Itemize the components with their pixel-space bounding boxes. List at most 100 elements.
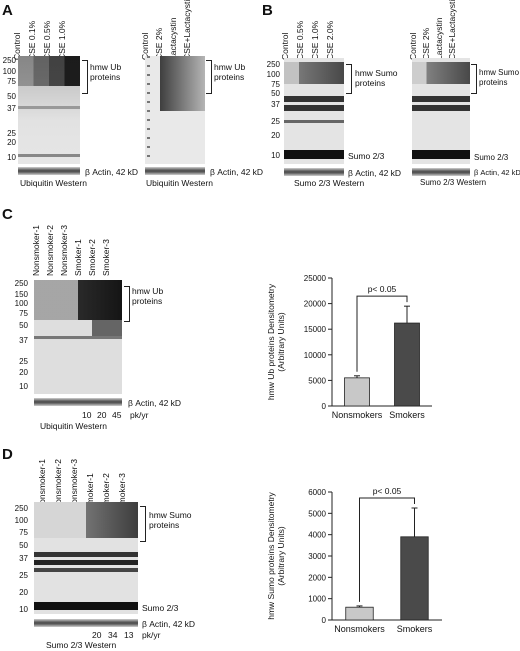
mw-marker: 100 xyxy=(2,67,16,76)
band xyxy=(284,96,344,102)
mw-marker: 37 xyxy=(19,554,28,563)
mw-marker: 20 xyxy=(271,131,280,140)
category-label: Nonsmokers xyxy=(332,410,383,420)
packyear-unit: pk/yr xyxy=(142,630,161,640)
lane-label: Smoker-3 xyxy=(101,239,111,276)
mw-marker: 25 xyxy=(19,571,28,580)
hmw-smear xyxy=(284,62,344,84)
packyear-value: 45 xyxy=(112,410,122,420)
lane-label: Nonsmoker-1 xyxy=(31,224,41,276)
bar xyxy=(344,377,370,407)
bar xyxy=(400,536,429,621)
lane-label: CSE 0.5% xyxy=(42,20,52,60)
actin-blot-a1 xyxy=(18,167,80,175)
bracket xyxy=(346,64,352,94)
mw-marker: 10 xyxy=(271,151,280,160)
western-label: Ubiquitin Western xyxy=(20,178,87,188)
significance-label: p< 0.05 xyxy=(373,486,402,496)
bracket xyxy=(140,506,146,542)
western-label: Sumo 2/3 Western xyxy=(294,178,365,188)
band xyxy=(284,120,344,123)
bracket xyxy=(124,286,130,322)
bar xyxy=(394,322,420,407)
mw-marker: 25 xyxy=(7,129,16,138)
actin-blot-c xyxy=(34,398,122,406)
lane-label: Nonsmoker-2 xyxy=(45,224,55,276)
category-label: Nonsmokers xyxy=(334,624,385,634)
hmw-smear xyxy=(145,56,205,111)
western-label: Ubiquitin Western xyxy=(146,178,213,188)
y-tick-label: 6000 xyxy=(308,488,326,497)
significance-label: p< 0.05 xyxy=(368,284,397,294)
band xyxy=(34,552,138,557)
band xyxy=(18,154,80,157)
sumo-band xyxy=(284,150,344,159)
lane-label: CSE 2% xyxy=(421,27,431,60)
lane-label: CSE 0.5% xyxy=(295,20,305,60)
lane-label: Nonsmoker-3 xyxy=(59,224,69,276)
y-tick-label: 4000 xyxy=(308,531,326,540)
lane-label: Smoker-2 xyxy=(87,239,97,276)
mw-marker: 75 xyxy=(19,309,28,318)
bracket-label: hmw Ub proteins xyxy=(132,286,164,306)
y-tick-label: 15000 xyxy=(304,325,327,334)
mw-marker: 100 xyxy=(266,70,280,79)
mw-marker: 250 xyxy=(14,504,28,513)
western-blot-c xyxy=(34,280,122,394)
category-label: Smokers xyxy=(389,410,425,420)
western-blot-b1 xyxy=(284,58,344,164)
lane-label: CSE 1.0% xyxy=(57,20,67,60)
bracket xyxy=(82,60,88,94)
bracket xyxy=(206,60,212,94)
hmw-smear xyxy=(34,502,138,538)
actin-label: β Actin, 42 kD xyxy=(85,167,139,177)
mw-marker: 250 xyxy=(266,60,280,69)
band xyxy=(34,560,138,565)
western-label: Sumo 2/3 Western xyxy=(46,640,117,650)
lane-label: Control xyxy=(408,32,418,60)
panel-label-c: C xyxy=(2,206,13,223)
mw-marker: 75 xyxy=(7,77,16,86)
actin-label: β Actin, 42 kD xyxy=(142,619,196,629)
mw-marker: 25 xyxy=(19,357,28,366)
mw-marker: 37 xyxy=(7,104,16,113)
packyear-value: 10 xyxy=(82,410,92,420)
band-label: Sumo 2/3 xyxy=(348,151,385,161)
densitometry-chart-c: 0 5000 10000 15000 20000 25000 hmw Ub proteins… xyxy=(266,274,432,420)
bracket-label: hmw Ub proteins xyxy=(214,62,246,82)
mw-marker: 50 xyxy=(19,541,28,550)
band-label: Sumo 2/3 xyxy=(142,603,179,613)
mw-marker: 20 xyxy=(19,588,28,597)
actin-label: β Actin, 42 kD xyxy=(348,168,402,178)
densitometry-chart-d: 0 1000 2000 3000 4000 5000 6000 hmw Sumo protei… xyxy=(266,486,442,634)
category-label: Smokers xyxy=(397,624,433,634)
panel-label-b: B xyxy=(262,2,273,19)
bar xyxy=(345,606,374,621)
actin-label: β Actin, 42 kD xyxy=(210,167,264,177)
bracket-label: hmw Sumo proteins xyxy=(479,68,520,87)
y-tick-label: 5000 xyxy=(308,509,326,518)
sumo-band xyxy=(412,150,470,159)
mw-marker: 20 xyxy=(19,368,28,377)
hmw-smear xyxy=(412,62,470,84)
lane-label: CSE 2.0% xyxy=(325,20,335,60)
y-tick-label: 2000 xyxy=(308,573,326,582)
lane-label: CSE 1.0% xyxy=(310,20,320,60)
marker-lane xyxy=(147,56,150,164)
y-tick-label: 1000 xyxy=(308,595,326,604)
mw-marker: 50 xyxy=(7,92,16,101)
band-label: Sumo 2/3 xyxy=(474,153,509,162)
mw-marker: 25 xyxy=(271,117,280,126)
y-tick-label: 25000 xyxy=(304,274,327,283)
band xyxy=(18,106,80,109)
lane-label: CSE+Lactacystin xyxy=(182,0,192,60)
bracket-label: hmw Sumo proteins xyxy=(149,510,192,530)
band xyxy=(412,105,470,111)
actin-blot-b2 xyxy=(412,168,470,176)
y-tick-label: 0 xyxy=(322,616,327,625)
lane-label: Control xyxy=(280,32,290,60)
y-tick-label: 3000 xyxy=(308,552,326,561)
actin-blot-b1 xyxy=(284,168,344,176)
lane-label: Smoker-1 xyxy=(73,239,83,276)
y-tick-label: 10000 xyxy=(304,351,327,360)
